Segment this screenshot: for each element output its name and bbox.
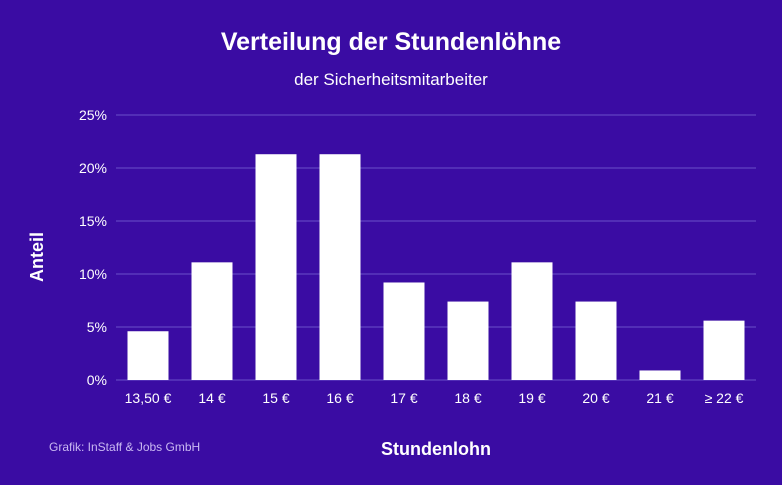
x-axis-ticks: 13,50 € 14 € 15 € 16 € 17 € 18 € 19 € 20 € 21 € ≥… (125, 390, 744, 406)
bar (383, 282, 425, 380)
bars (127, 154, 745, 380)
chart-subtitle: der Sicherheitsmitarbeiter (294, 70, 488, 89)
y-tick-label: 5% (87, 319, 107, 335)
x-tick-label: 20 € (582, 390, 609, 406)
x-tick-label: 13,50 € (125, 390, 172, 406)
x-tick-label: 21 € (646, 390, 673, 406)
x-tick-label: 18 € (454, 390, 481, 406)
x-tick-label: 14 € (198, 390, 225, 406)
bar (511, 262, 553, 380)
y-tick-label: 0% (87, 372, 107, 388)
x-axis-label: Stundenlohn (381, 439, 491, 459)
y-tick-label: 20% (79, 160, 107, 176)
bar (255, 154, 297, 380)
x-tick-label: 16 € (326, 390, 353, 406)
source-credit: Grafik: InStaff & Jobs GmbH (49, 440, 200, 454)
bar (703, 320, 745, 380)
bar (447, 301, 489, 380)
bar (127, 331, 169, 380)
y-tick-label: 25% (79, 107, 107, 123)
x-tick-label: 19 € (518, 390, 545, 406)
chart-title: Verteilung der Stundenlöhne (221, 28, 561, 56)
y-tick-label: 15% (79, 213, 107, 229)
y-tick-label: 10% (79, 266, 107, 282)
bar (319, 154, 361, 380)
y-axis-label: Anteil (27, 232, 47, 282)
x-tick-label: 17 € (390, 390, 417, 406)
x-tick-label: 15 € (262, 390, 289, 406)
bar (639, 370, 681, 380)
x-tick-label: ≥ 22 € (705, 390, 744, 406)
y-axis-ticks: 0% 5% 10% 15% 20% 25% (79, 107, 107, 388)
bar (575, 301, 617, 380)
bar (191, 262, 233, 380)
